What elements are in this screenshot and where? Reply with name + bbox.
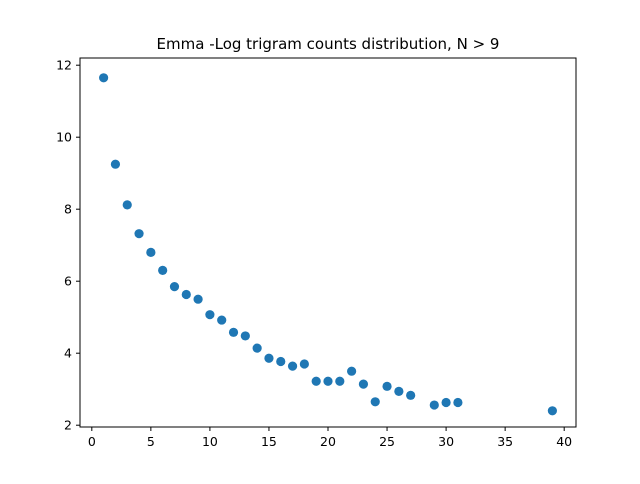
data-point xyxy=(240,331,250,341)
data-point xyxy=(205,310,215,320)
points-layer xyxy=(99,73,557,416)
x-tick-label: 20 xyxy=(320,434,336,449)
data-point xyxy=(323,376,333,386)
data-point xyxy=(287,361,298,371)
chart-title: Emma -Log trigram counts distribution, N… xyxy=(157,35,500,53)
y-tick-label: 10 xyxy=(56,130,72,145)
y-tick-label: 2 xyxy=(64,418,72,433)
data-point xyxy=(110,159,121,169)
data-point xyxy=(299,359,309,369)
y-tick-label: 4 xyxy=(64,346,72,361)
plot-frame xyxy=(79,57,577,428)
x-tick-label: 5 xyxy=(147,434,155,449)
data-point xyxy=(146,247,156,257)
data-point xyxy=(193,294,203,304)
data-point xyxy=(252,343,262,353)
data-point xyxy=(406,390,416,400)
data-point xyxy=(547,406,557,416)
x-tick-label: 40 xyxy=(556,434,572,449)
x-tick-label: 30 xyxy=(438,434,454,449)
data-point xyxy=(181,289,191,300)
data-point xyxy=(441,397,451,408)
x-tick-label: 25 xyxy=(379,434,395,449)
data-point xyxy=(228,327,239,337)
data-point xyxy=(99,73,109,83)
y-tick-label: 12 xyxy=(56,58,72,73)
data-point xyxy=(429,400,439,410)
y-tick-label: 8 xyxy=(64,202,72,217)
data-point xyxy=(382,381,392,391)
data-point xyxy=(311,376,321,386)
data-point xyxy=(394,386,404,396)
data-point xyxy=(453,397,463,408)
data-point xyxy=(217,315,227,325)
data-point xyxy=(169,282,180,292)
data-point xyxy=(335,376,345,386)
data-point xyxy=(347,366,357,376)
x-tick-label: 15 xyxy=(261,434,277,449)
data-point xyxy=(264,353,274,363)
data-point xyxy=(158,265,168,275)
x-tick-label: 35 xyxy=(497,434,513,449)
data-point xyxy=(370,397,380,407)
data-point xyxy=(134,229,144,239)
x-tick-label: 10 xyxy=(202,434,218,449)
x-tick-label: 0 xyxy=(88,434,96,449)
y-tick-label: 6 xyxy=(64,274,72,289)
data-point xyxy=(122,200,132,210)
axes-layer: 0 5 10 15 20 25 30 35 40 2 4 6 8 10 12 xyxy=(56,57,577,449)
data-point xyxy=(276,356,286,367)
data-point xyxy=(358,379,369,389)
